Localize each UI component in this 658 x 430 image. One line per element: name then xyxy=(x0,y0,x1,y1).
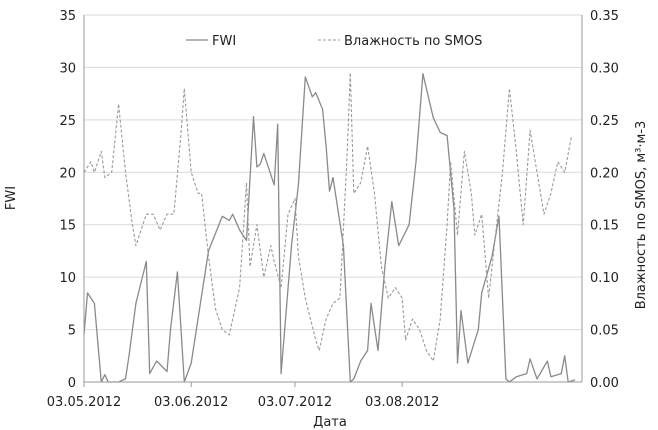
left-axis-tick-label: 30 xyxy=(59,61,76,76)
right-axis-tick-label: 0.30 xyxy=(590,61,619,76)
series-layer xyxy=(83,72,576,383)
legend: FWI Влажность по SMOS xyxy=(186,34,482,49)
x-axis-tick-label: 03.06.2012 xyxy=(154,395,228,410)
series-smos-line xyxy=(83,72,573,362)
axes xyxy=(83,15,583,387)
right-axis-tick-label: 0.05 xyxy=(590,324,619,339)
left-axis-tick-label: 35 xyxy=(59,9,76,24)
left-axis-tick-label: 0 xyxy=(68,376,76,391)
x-axis-tick-label: 03.08.2012 xyxy=(365,395,439,410)
right-axis-title: Влажность по SMOS, м³·м-3 xyxy=(634,121,649,310)
left-axis-tick-label: 15 xyxy=(59,219,76,234)
grid xyxy=(84,14,582,383)
right-axis-tick-label: 0.20 xyxy=(590,166,619,181)
left-axis-tick-label: 5 xyxy=(68,324,76,339)
legend-fwi-label: FWI xyxy=(212,34,236,49)
left-axis-tick-label: 20 xyxy=(59,166,76,181)
legend-smos-label: Влажность по SMOS xyxy=(344,34,482,49)
left-axis-tick-label: 25 xyxy=(59,114,76,129)
left-axis-tick-label: 10 xyxy=(59,271,76,286)
right-axis-tick-label: 0.00 xyxy=(590,376,619,391)
x-axis-title: Дата xyxy=(313,415,347,430)
right-axis-tick-label: 0.35 xyxy=(590,9,619,24)
right-axis-tick-label: 0.10 xyxy=(590,271,619,286)
right-axis-tick-label: 0.25 xyxy=(590,114,619,129)
right-axis-tick-label: 0.15 xyxy=(590,219,619,234)
x-axis-tick-label: 03.07.2012 xyxy=(258,395,332,410)
left-axis-title: FWI xyxy=(4,186,19,210)
x-axis-tick-label: 03.05.2012 xyxy=(47,395,121,410)
tick-labels: 0 5 10 15 20 25 30 35 0.00 0.05 0.10 0.15 0.20 0.25 0.… xyxy=(47,9,619,410)
